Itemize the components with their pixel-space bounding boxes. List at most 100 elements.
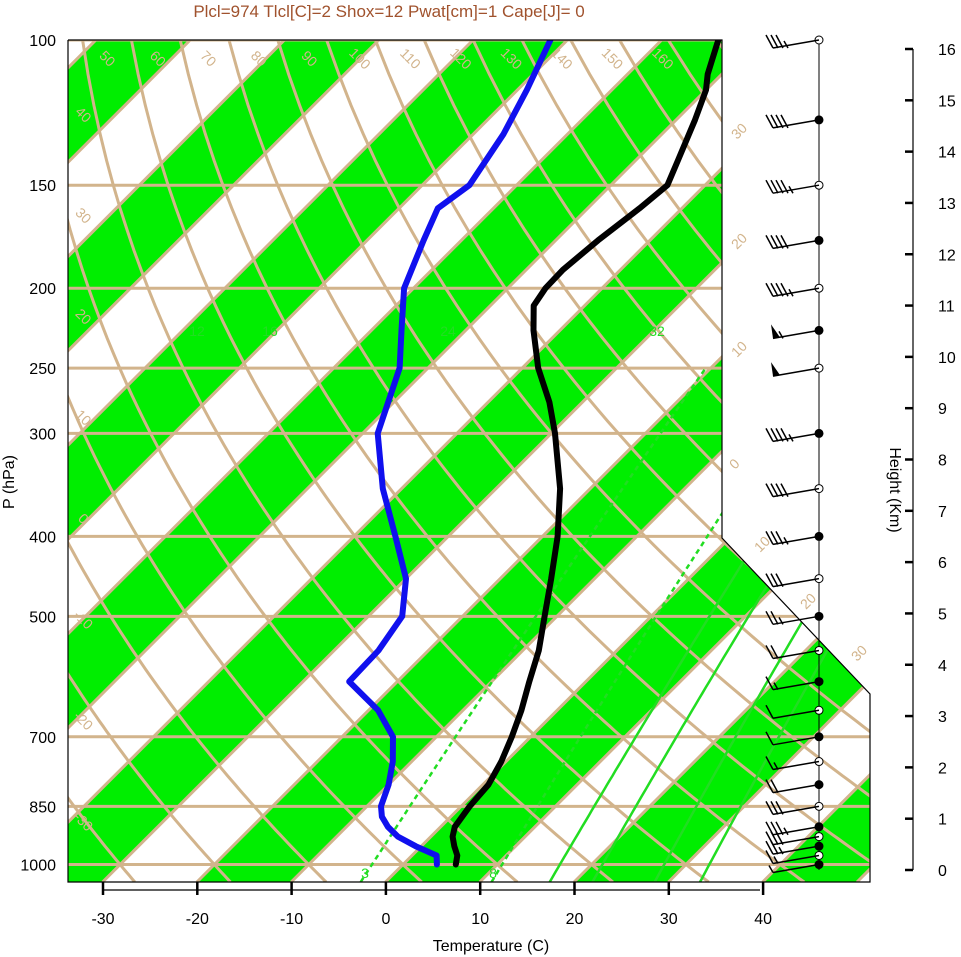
y-tick-label: 300 — [29, 426, 56, 443]
height-tick-label: 0 — [938, 863, 947, 880]
barb-half-feather — [773, 682, 779, 690]
barb-half-feather — [788, 288, 794, 297]
barb-feather — [775, 800, 784, 815]
barb-feather — [780, 483, 789, 497]
barb-shaft — [772, 367, 820, 377]
height-tick-label: 9 — [938, 401, 947, 418]
wind-barb — [765, 282, 824, 297]
wind-barb — [765, 779, 824, 794]
dewpoint-line — [346, 40, 554, 868]
x-tick-label: -30 — [91, 911, 114, 928]
barb-feather — [770, 573, 779, 587]
wind-barb — [765, 731, 824, 746]
barb-feather — [765, 483, 774, 497]
x-tick-label: 20 — [566, 911, 584, 928]
barb-feather — [765, 704, 774, 719]
x-tick-label: -20 — [186, 911, 209, 928]
mixing-ratio-label: 12 — [189, 323, 205, 339]
height-tick-label: 6 — [938, 555, 947, 572]
height-axis-label: Height (Km) — [886, 447, 903, 532]
isotherm-label-right: 30 — [848, 642, 870, 664]
isotherm-label-right: 10 — [728, 338, 750, 360]
isotherm-label-right: 20 — [728, 230, 750, 252]
barb-feather — [765, 800, 774, 815]
isotherm-label-right: 20 — [797, 590, 819, 612]
barb-shaft — [772, 680, 820, 691]
mixing-ratio-line — [490, 367, 819, 882]
isotherm-band — [951, 40, 961, 882]
barb-feather — [775, 114, 784, 129]
barb-feather — [775, 821, 784, 836]
x-axis-label: Temperature (C) — [433, 938, 549, 955]
mixing-ratio-label-bottom: 3 — [361, 865, 369, 881]
wind-barb — [765, 704, 824, 720]
adiabat-label: 70 — [197, 47, 219, 69]
barb-shaft — [772, 119, 820, 129]
isotherm-band — [68, 40, 870, 882]
isotherm-line — [68, 40, 852, 882]
dry-adiabat — [129, 40, 710, 882]
mixing-ratio-line — [698, 367, 870, 882]
barb-half-feather — [778, 331, 784, 339]
barb-shaft — [772, 736, 820, 746]
barb-feather — [780, 235, 789, 249]
dry-adiabat — [325, 40, 870, 882]
barb-shaft — [772, 184, 820, 194]
height-tick-label: 5 — [938, 606, 947, 623]
barb-feather — [765, 821, 774, 836]
height-tick-label: 7 — [938, 504, 947, 521]
wind-barb — [765, 610, 824, 626]
dry-adiabat — [68, 40, 136, 882]
barb-pennant — [771, 324, 780, 339]
barb-shaft — [772, 783, 820, 794]
barb-feather — [765, 282, 774, 297]
barb-half-feather — [783, 827, 789, 836]
isotherm-line — [68, 40, 286, 882]
barb-feather — [765, 779, 774, 793]
wind-barb — [765, 676, 824, 691]
dry-adiabat — [422, 40, 870, 882]
height-tick-label: 16 — [938, 42, 956, 59]
barb-feather — [775, 428, 784, 442]
barb-feather — [770, 821, 779, 836]
barb-half-feather — [783, 537, 789, 545]
x-tick-label: 0 — [381, 911, 390, 928]
isotherm-band — [68, 40, 756, 882]
barb-feather — [775, 179, 784, 194]
barb-feather — [770, 645, 779, 659]
barb-feather — [780, 114, 789, 129]
barb-shaft — [772, 826, 820, 836]
barb-shaft — [772, 432, 820, 443]
barb-feather — [780, 428, 789, 442]
barb-half-feather — [778, 616, 784, 625]
barb-feather — [765, 573, 774, 587]
barb-half-feather — [768, 865, 774, 873]
adiabat-label: 110 — [397, 45, 424, 72]
height-tick-label: 14 — [938, 145, 956, 162]
dry-adiabat — [68, 40, 328, 882]
x-tick-label: 10 — [471, 911, 489, 928]
wind-barb — [771, 362, 824, 377]
wind-barbs — [765, 34, 824, 874]
dry-adiabat — [178, 40, 806, 882]
x-axis: -30 -20 -10 0 10 20 30 40 — [91, 882, 772, 928]
barb-shaft — [772, 805, 820, 816]
wind-barb — [765, 573, 824, 588]
barb-feather — [775, 235, 784, 249]
wind-barb — [765, 756, 824, 771]
barb-feather — [765, 756, 774, 770]
barb-feather — [770, 235, 779, 249]
barb-feather — [765, 235, 774, 249]
isotherm-line — [68, 40, 663, 882]
y-axis-label: P (hPa) — [1, 455, 18, 509]
wind-barb — [765, 235, 824, 250]
barb-shaft — [772, 615, 820, 626]
isotherm-line — [68, 40, 475, 882]
barb-feather — [780, 179, 789, 194]
isotherm-band — [68, 40, 568, 882]
isotherm-line — [68, 40, 758, 882]
barb-feather — [765, 114, 774, 129]
barb-feather — [770, 34, 779, 49]
mixing-ratio-label: 16 — [262, 323, 278, 339]
